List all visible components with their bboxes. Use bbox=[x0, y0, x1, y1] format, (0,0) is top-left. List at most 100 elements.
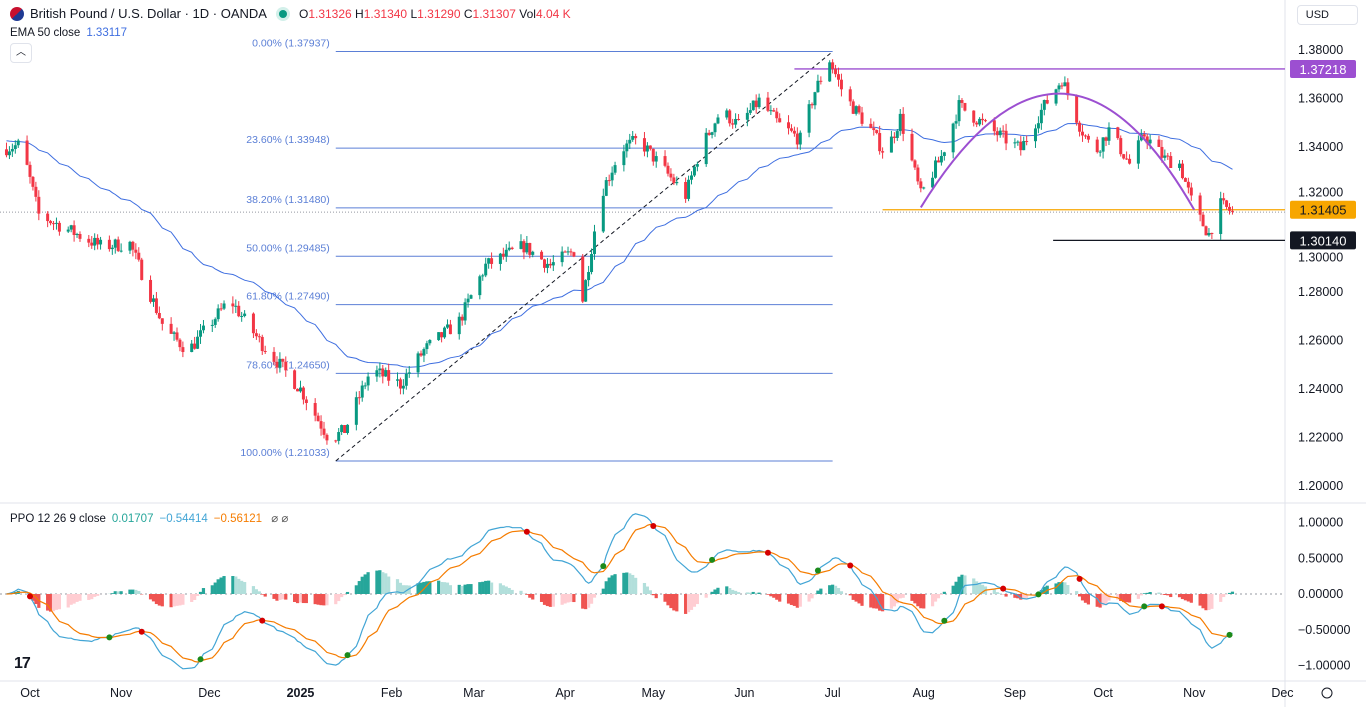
ppo-histogram-bar bbox=[131, 589, 135, 594]
candle-body bbox=[1019, 141, 1023, 151]
candle-body bbox=[692, 166, 696, 176]
candle-body bbox=[119, 250, 123, 252]
ppo-histogram-bar bbox=[404, 585, 408, 594]
ppo-histogram-bar bbox=[1201, 594, 1205, 609]
candle-body bbox=[172, 332, 176, 334]
ppo-histogram-bar bbox=[942, 591, 946, 594]
price-label-text: 1.31405 bbox=[1300, 203, 1347, 218]
candle-body bbox=[607, 180, 611, 182]
ppo-histogram-bar bbox=[337, 594, 341, 602]
candle-body bbox=[734, 118, 738, 125]
ppo-histogram-bar bbox=[1057, 582, 1061, 594]
ppo-histogram-bar bbox=[298, 594, 303, 603]
ppo-histogram-bar bbox=[442, 582, 447, 594]
ppo-histogram-bar bbox=[810, 594, 814, 599]
candle-body bbox=[563, 251, 567, 253]
gbp-usd-flag-icon bbox=[10, 6, 24, 21]
ema-legend[interactable]: EMA 50 close 1.33117 bbox=[10, 27, 127, 39]
candle-body bbox=[422, 349, 426, 356]
chevron-up-icon[interactable]: ︿ bbox=[10, 43, 32, 63]
candle-body bbox=[663, 156, 667, 166]
ppo-histogram-bar bbox=[198, 591, 203, 594]
ppo-histogram-bar bbox=[663, 594, 667, 602]
candle-body bbox=[466, 298, 470, 303]
ppo-histogram-bar bbox=[160, 594, 164, 607]
ppo-histogram-bar bbox=[836, 587, 841, 594]
ppo-histogram-bar bbox=[75, 594, 79, 602]
ppo-histogram-bar bbox=[1019, 594, 1023, 600]
ppo-tick-label: −0.50000 bbox=[1298, 623, 1351, 637]
ppo-histogram-bar bbox=[1142, 593, 1146, 594]
visibility-icons[interactable]: ⌀ ⌀ bbox=[271, 513, 289, 525]
ppo-histogram-bar bbox=[1022, 594, 1026, 599]
candle-body bbox=[978, 118, 982, 125]
ppo-cross-marker bbox=[259, 617, 266, 624]
ppo-histogram-bar bbox=[851, 594, 855, 600]
ppo-histogram-bar bbox=[90, 594, 94, 600]
close-label: C bbox=[463, 6, 473, 21]
ppo-histogram-bar bbox=[613, 574, 617, 594]
price-tick-label: 1.22000 bbox=[1298, 431, 1343, 445]
candle-body bbox=[769, 110, 773, 112]
candle-body bbox=[601, 195, 605, 232]
ppo-cross-marker bbox=[523, 528, 530, 535]
ppo-histogram-bar bbox=[775, 594, 779, 600]
ppo-histogram-bar bbox=[589, 594, 594, 604]
candle-body bbox=[587, 272, 591, 281]
low-value: 1.31290 bbox=[417, 6, 461, 21]
candle-body bbox=[504, 249, 508, 257]
ppo-histogram-bar bbox=[587, 594, 591, 608]
settings-gear-icon[interactable] bbox=[1321, 687, 1333, 699]
ppo-histogram-bar bbox=[366, 572, 370, 594]
ppo-cross-marker bbox=[941, 617, 948, 624]
ppo-histogram-bar bbox=[478, 582, 482, 594]
ppo-histogram-bar bbox=[231, 576, 235, 594]
candle-body bbox=[357, 397, 361, 399]
ppo-histogram-bar bbox=[978, 583, 982, 594]
ppo-histogram-bar bbox=[384, 573, 388, 594]
ppo-histogram-bar bbox=[1198, 594, 1202, 606]
candle-body bbox=[728, 110, 732, 124]
ppo-histogram-bar bbox=[910, 594, 914, 601]
candle-body bbox=[857, 106, 861, 113]
symbol-title[interactable]: British Pound / U.S. Dollar · 1D · OANDA bbox=[30, 6, 267, 21]
candle-body bbox=[210, 324, 214, 326]
ppo-histogram-bar bbox=[604, 581, 608, 594]
ppo-tick-label: 1.00000 bbox=[1298, 516, 1343, 530]
ppo-histogram-bar bbox=[234, 576, 238, 594]
candle-body bbox=[1095, 139, 1099, 153]
ppo-histogram-bar bbox=[654, 594, 658, 599]
currency-selector[interactable]: USD bbox=[1296, 5, 1358, 25]
ppo-histogram-bar bbox=[1122, 594, 1126, 603]
candle-body bbox=[737, 118, 741, 120]
candle-body bbox=[687, 179, 691, 199]
ppo-histogram-bar bbox=[772, 594, 776, 598]
candle-body bbox=[325, 434, 329, 441]
candle-body bbox=[628, 139, 632, 144]
ppo-histogram-bar bbox=[381, 572, 385, 594]
ppo-histogram-bar bbox=[510, 589, 514, 594]
candle-body bbox=[613, 165, 617, 173]
ppo-histogram-bar bbox=[551, 594, 555, 607]
ppo-histogram-bar bbox=[525, 594, 529, 595]
candle-body bbox=[898, 113, 902, 132]
candle-body bbox=[1204, 226, 1208, 236]
ppo-histogram-bar bbox=[713, 589, 717, 594]
ppo-histogram-bar bbox=[807, 594, 811, 602]
candle-body bbox=[942, 152, 946, 156]
candle-body bbox=[922, 187, 926, 189]
ppo-histogram-bar bbox=[148, 594, 153, 600]
candle-body bbox=[731, 123, 735, 125]
ppo-histogram-bar bbox=[878, 594, 882, 611]
candle-body bbox=[1178, 163, 1182, 168]
candle-body bbox=[260, 336, 264, 352]
ppo-histogram-bar bbox=[72, 594, 76, 604]
ppo-histogram-bar bbox=[601, 588, 605, 594]
ppo-legend[interactable]: PPO 12 26 9 close 0.01707 −0.54414 −0.56121… bbox=[10, 511, 288, 525]
candle-body bbox=[590, 254, 594, 273]
candle-body bbox=[366, 376, 370, 386]
candle-body bbox=[460, 316, 464, 321]
price-label-badge bbox=[1290, 200, 1356, 219]
candle-body bbox=[428, 340, 432, 344]
